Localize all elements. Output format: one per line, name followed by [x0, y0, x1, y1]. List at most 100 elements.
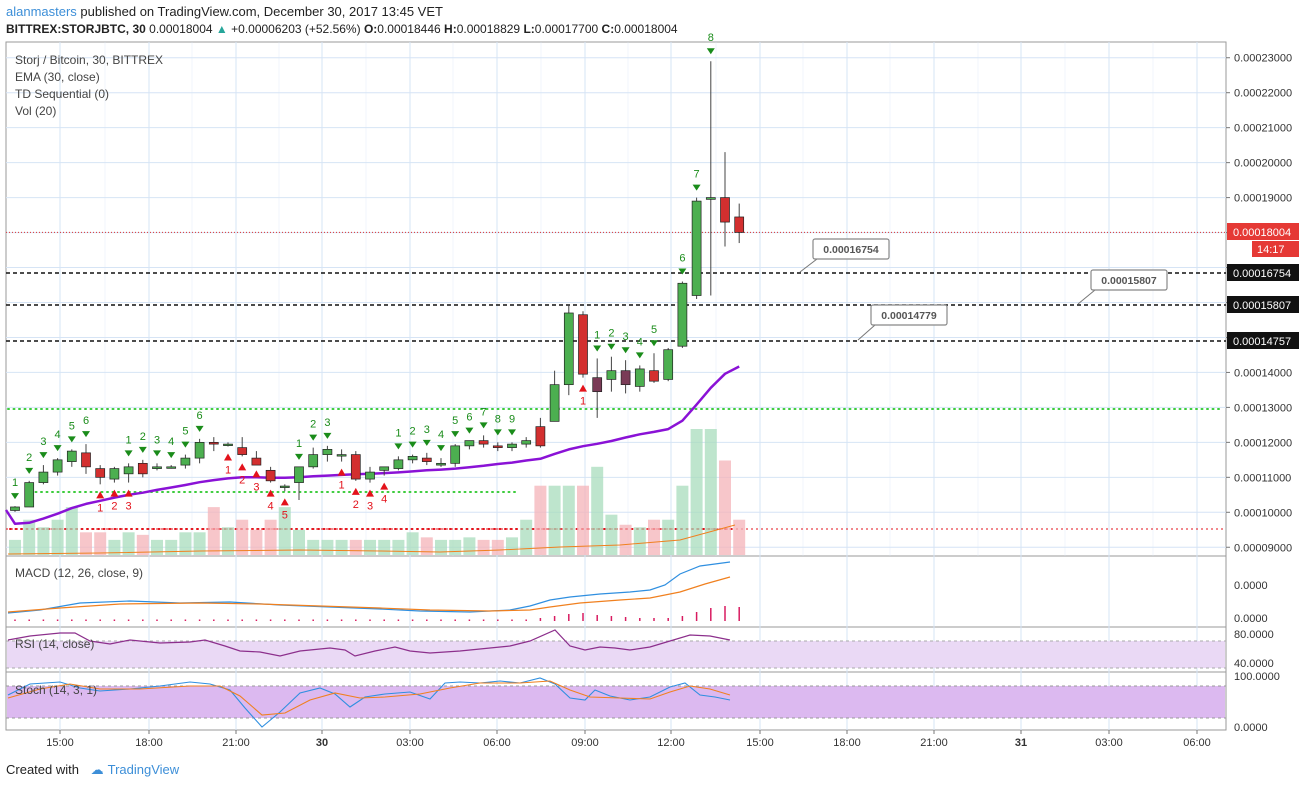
level-tag: 0.00016754 — [1233, 268, 1291, 280]
td-count-label: 2 — [410, 426, 416, 438]
td-count-label: 6 — [83, 415, 89, 427]
td-count-label: 5 — [452, 415, 458, 427]
td-count-label: 6 — [466, 412, 472, 424]
td-count-label: 3 — [623, 331, 629, 343]
td-count-label: 3 — [253, 481, 259, 493]
td-up-arrow-icon — [252, 470, 261, 478]
last-price-tag: 0.00018004 — [1233, 227, 1291, 239]
stoch-d-line — [7, 680, 731, 716]
td-count-label: 3 — [154, 434, 160, 446]
volume-bar — [364, 539, 376, 555]
y-tick-label: 0.00022000 — [1234, 88, 1292, 100]
legend-vol[interactable]: Vol (20) — [15, 104, 57, 118]
volume-bar — [207, 507, 220, 555]
candle-body — [393, 459, 404, 469]
author-link[interactable]: alanmasters — [6, 4, 77, 19]
td-down-arrow-icon — [479, 422, 488, 429]
tradingview-logo-icon[interactable]: ☁ — [90, 762, 104, 777]
td-count-label: 4 — [438, 429, 444, 441]
indicator-pane-frame — [5, 555, 1227, 628]
candle-body — [166, 466, 177, 469]
td-count-label: 7 — [481, 406, 487, 418]
candle-body — [336, 454, 347, 457]
countdown-tag: 14:17 — [1257, 244, 1285, 256]
volume-bar — [37, 527, 50, 555]
candle-body — [592, 377, 603, 393]
candle-body — [705, 197, 716, 200]
open-label: O: — [363, 22, 378, 36]
td-down-arrow-icon — [25, 467, 34, 474]
candle-body — [350, 454, 361, 480]
candle-body — [492, 445, 503, 448]
volume-bar — [719, 460, 731, 555]
td-count-label: 2 — [26, 452, 32, 464]
y-tick-label: 0.00009000 — [1234, 542, 1292, 554]
volume-bar — [435, 539, 447, 555]
candle-body — [421, 457, 432, 462]
stoch-tick-label: 0.0000 — [1234, 722, 1268, 734]
annotation-text: 0.00015807 — [1101, 275, 1157, 287]
volume-bar — [122, 532, 135, 555]
candle-body — [606, 370, 617, 380]
candle-body — [379, 466, 390, 471]
stoch-label[interactable]: Stoch (14, 3, 1) — [15, 683, 98, 697]
candle-body — [464, 440, 475, 447]
last-price-tag-bg — [1227, 223, 1299, 240]
volume-bar — [250, 529, 263, 555]
rsi-label[interactable]: RSI (14, close) — [15, 637, 95, 651]
td-up-arrow-icon — [380, 482, 389, 490]
volume-bar — [321, 539, 334, 555]
volume-bar — [577, 485, 589, 555]
volume-bar — [534, 485, 547, 555]
candle-body — [450, 445, 461, 464]
annotation-text: 0.00016754 — [823, 244, 879, 256]
td-count-label: 6 — [197, 410, 203, 422]
td-count-label: 2 — [140, 431, 146, 443]
tradingview-link[interactable]: TradingView — [107, 762, 180, 777]
candle-body — [535, 426, 546, 447]
rsi-line — [7, 629, 731, 657]
legend-td[interactable]: TD Sequential (0) — [15, 87, 110, 101]
macd-signal-line — [7, 576, 731, 613]
td-count-label: 1 — [12, 477, 18, 489]
volume-bar — [548, 485, 561, 555]
low-label: L: — [523, 22, 535, 36]
td-count-label: 5 — [182, 426, 188, 438]
publish-line: alanmasters published on TradingView.com… — [6, 4, 443, 19]
volume-bar — [335, 539, 348, 555]
volume-bar — [520, 519, 533, 555]
legend-ema[interactable]: EMA (30, close) — [15, 70, 100, 84]
td-count-label: 1 — [339, 480, 345, 492]
candle-body — [521, 440, 532, 445]
x-tick-label: 03:00 — [396, 737, 424, 749]
volume-bar — [51, 519, 64, 555]
annotation-box — [870, 304, 948, 326]
footer: Created with ☁ TradingView — [6, 762, 179, 778]
td-count-label: 1 — [580, 396, 586, 408]
rsi-tick-label: 40.0000 — [1234, 658, 1274, 670]
volume-bar — [591, 466, 604, 555]
td-count-label: 3 — [40, 436, 46, 448]
volume-bar — [136, 534, 149, 555]
volume-bar — [449, 539, 462, 555]
annotation-pointer — [1077, 289, 1096, 305]
td-count-label: 2 — [608, 328, 614, 340]
volume-bar — [463, 537, 476, 555]
stoch-band — [7, 686, 1225, 718]
td-count-label: 7 — [694, 169, 700, 181]
candle-body — [549, 384, 560, 422]
td-up-arrow-icon — [124, 489, 133, 497]
macd-label[interactable]: MACD (12, 26, close, 9) — [15, 566, 144, 580]
candle-body — [24, 482, 35, 508]
countdown-tag-bg — [1252, 241, 1299, 257]
volume-ma-line — [7, 524, 736, 555]
volume-bar — [378, 539, 391, 555]
volume-bar — [349, 539, 362, 555]
td-down-arrow-icon — [153, 450, 161, 457]
td-up-arrow-icon — [579, 384, 587, 392]
stoch-tick-label: 100.0000 — [1234, 671, 1280, 683]
legend-title[interactable]: Storj / Bitcoin, 30, BITTREX — [15, 53, 164, 67]
td-count-label: 5 — [282, 509, 288, 521]
y-tick-label: 0.00019000 — [1234, 193, 1292, 205]
